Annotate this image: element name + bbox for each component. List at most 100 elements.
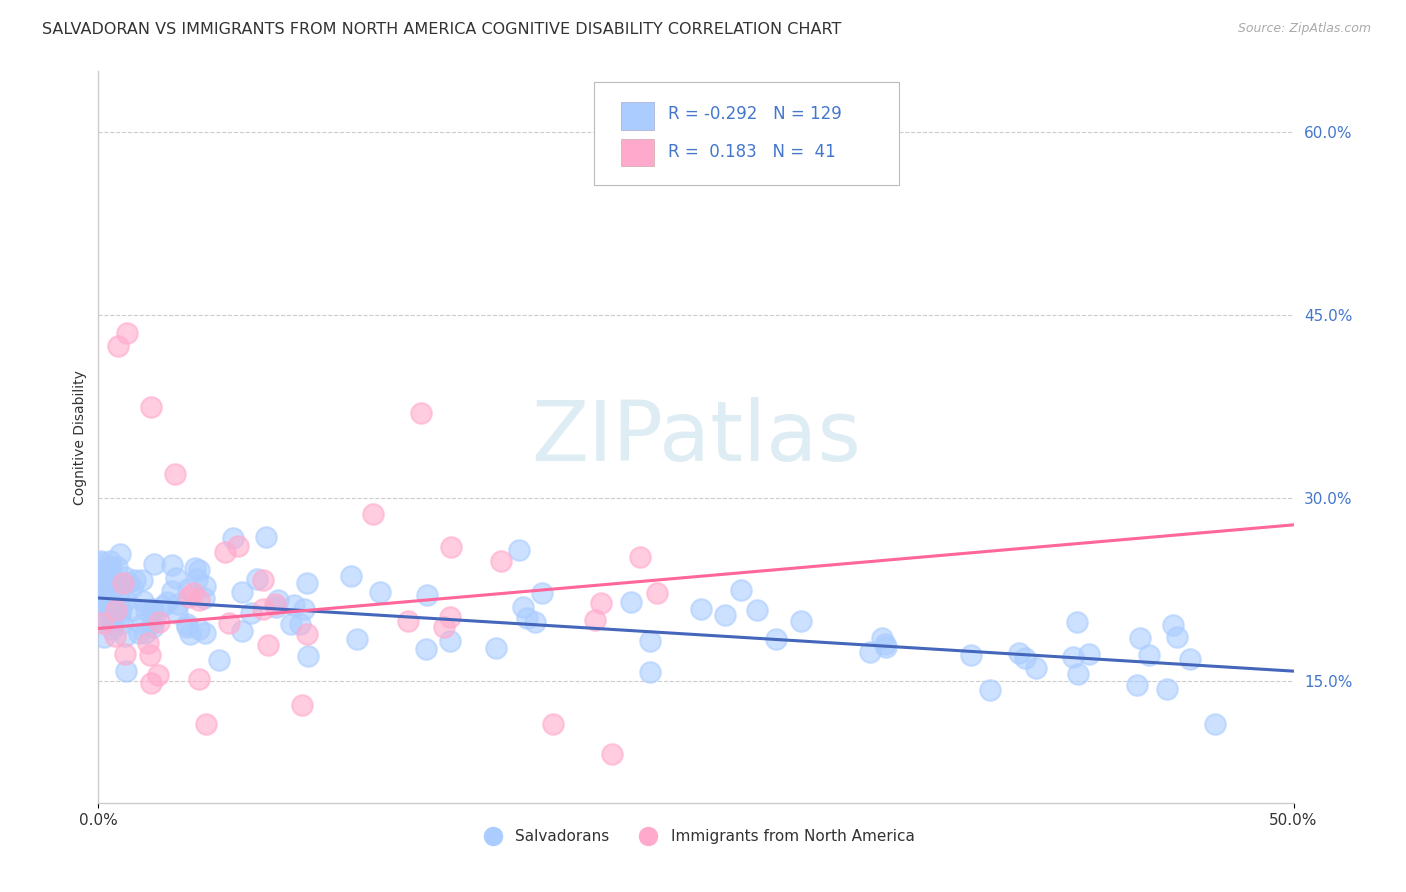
Point: [107, 587, 129, 601]
Point: [873, 637, 896, 651]
Point: [1178, 651, 1201, 665]
Point: [187, 622, 209, 636]
Point: [231, 624, 253, 639]
Point: [100, 622, 122, 636]
Point: [98, 554, 121, 568]
Point: [1129, 631, 1152, 645]
Point: [411, 406, 433, 420]
Point: [294, 602, 316, 616]
Point: [108, 599, 131, 614]
Point: [747, 603, 769, 617]
Point: [160, 584, 183, 599]
Point: [207, 652, 229, 666]
Point: [591, 596, 613, 610]
Point: [714, 608, 737, 623]
Point: [177, 590, 200, 604]
Point: [148, 667, 170, 681]
Point: [297, 648, 319, 663]
Point: [111, 575, 134, 590]
Point: [121, 580, 143, 594]
Point: [100, 613, 122, 627]
Point: [195, 716, 218, 731]
Point: [90, 576, 112, 591]
Point: [361, 507, 384, 521]
Point: [165, 570, 187, 584]
Point: [100, 559, 122, 574]
Point: [90, 557, 112, 571]
Point: [114, 629, 136, 643]
Point: [115, 664, 138, 678]
Point: [90, 591, 112, 606]
Point: [142, 602, 165, 616]
Point: [194, 626, 217, 640]
Point: [93, 630, 115, 644]
Point: [139, 400, 162, 414]
Point: [439, 610, 461, 624]
Point: [136, 636, 159, 650]
Point: [90, 554, 112, 568]
Point: [128, 626, 150, 640]
FancyBboxPatch shape: [595, 82, 900, 185]
Point: [187, 593, 209, 607]
Point: [141, 615, 163, 630]
Point: [131, 573, 153, 587]
Point: [1204, 716, 1226, 731]
Point: [295, 627, 318, 641]
Text: Source: ZipAtlas.com: Source: ZipAtlas.com: [1237, 22, 1371, 36]
Point: [166, 607, 188, 621]
Point: [96, 563, 118, 577]
Point: [91, 615, 114, 629]
Point: [91, 572, 114, 586]
Point: [105, 559, 128, 574]
Point: [1025, 660, 1047, 674]
Point: [524, 615, 547, 630]
Point: [433, 620, 456, 634]
Point: [1078, 647, 1101, 661]
Point: [111, 615, 134, 630]
Point: [188, 563, 211, 577]
Text: ZIPatlas: ZIPatlas: [531, 397, 860, 477]
Point: [415, 642, 437, 657]
Point: [508, 543, 530, 558]
Point: [214, 544, 236, 558]
Point: [541, 716, 564, 731]
Point: [101, 618, 124, 632]
Point: [222, 531, 245, 545]
Point: [176, 620, 198, 634]
Point: [117, 576, 139, 591]
Point: [100, 603, 122, 617]
Point: [115, 326, 138, 341]
Point: [228, 539, 250, 553]
Point: [90, 570, 112, 584]
Point: [139, 676, 162, 690]
Point: [516, 611, 538, 625]
Text: R = -0.292   N = 129: R = -0.292 N = 129: [668, 104, 842, 123]
Point: [1126, 677, 1149, 691]
Point: [416, 588, 439, 602]
Point: [134, 626, 156, 640]
Point: [264, 597, 287, 611]
Point: [139, 648, 162, 663]
Point: [122, 603, 145, 617]
Point: [108, 610, 131, 624]
Point: [179, 627, 201, 641]
Point: [231, 585, 253, 599]
Point: [1067, 667, 1090, 681]
Point: [163, 467, 186, 481]
Point: [97, 579, 120, 593]
Point: [346, 632, 368, 647]
Point: [870, 631, 893, 645]
Point: [1137, 648, 1160, 663]
Point: [110, 603, 132, 617]
Point: [186, 572, 208, 586]
Point: [105, 575, 128, 590]
Point: [1008, 646, 1031, 660]
Point: [114, 647, 136, 661]
Point: [765, 632, 787, 647]
Point: [131, 617, 153, 632]
Point: [960, 648, 983, 662]
Point: [283, 599, 305, 613]
Point: [512, 600, 534, 615]
Point: [439, 634, 461, 648]
Point: [194, 578, 217, 592]
